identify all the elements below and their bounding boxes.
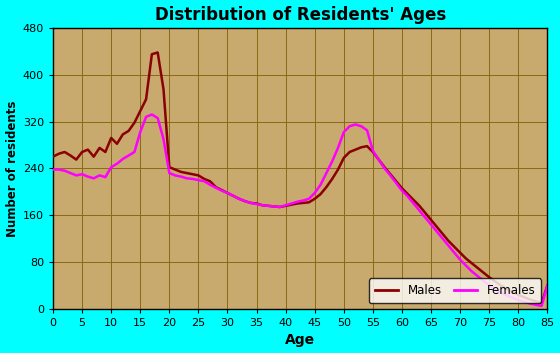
Title: Distribution of Residents' Ages: Distribution of Residents' Ages [155, 6, 446, 24]
X-axis label: Age: Age [285, 334, 315, 347]
Legend: Males, Females: Males, Females [369, 278, 542, 303]
Y-axis label: Number of residents: Number of residents [6, 100, 18, 237]
